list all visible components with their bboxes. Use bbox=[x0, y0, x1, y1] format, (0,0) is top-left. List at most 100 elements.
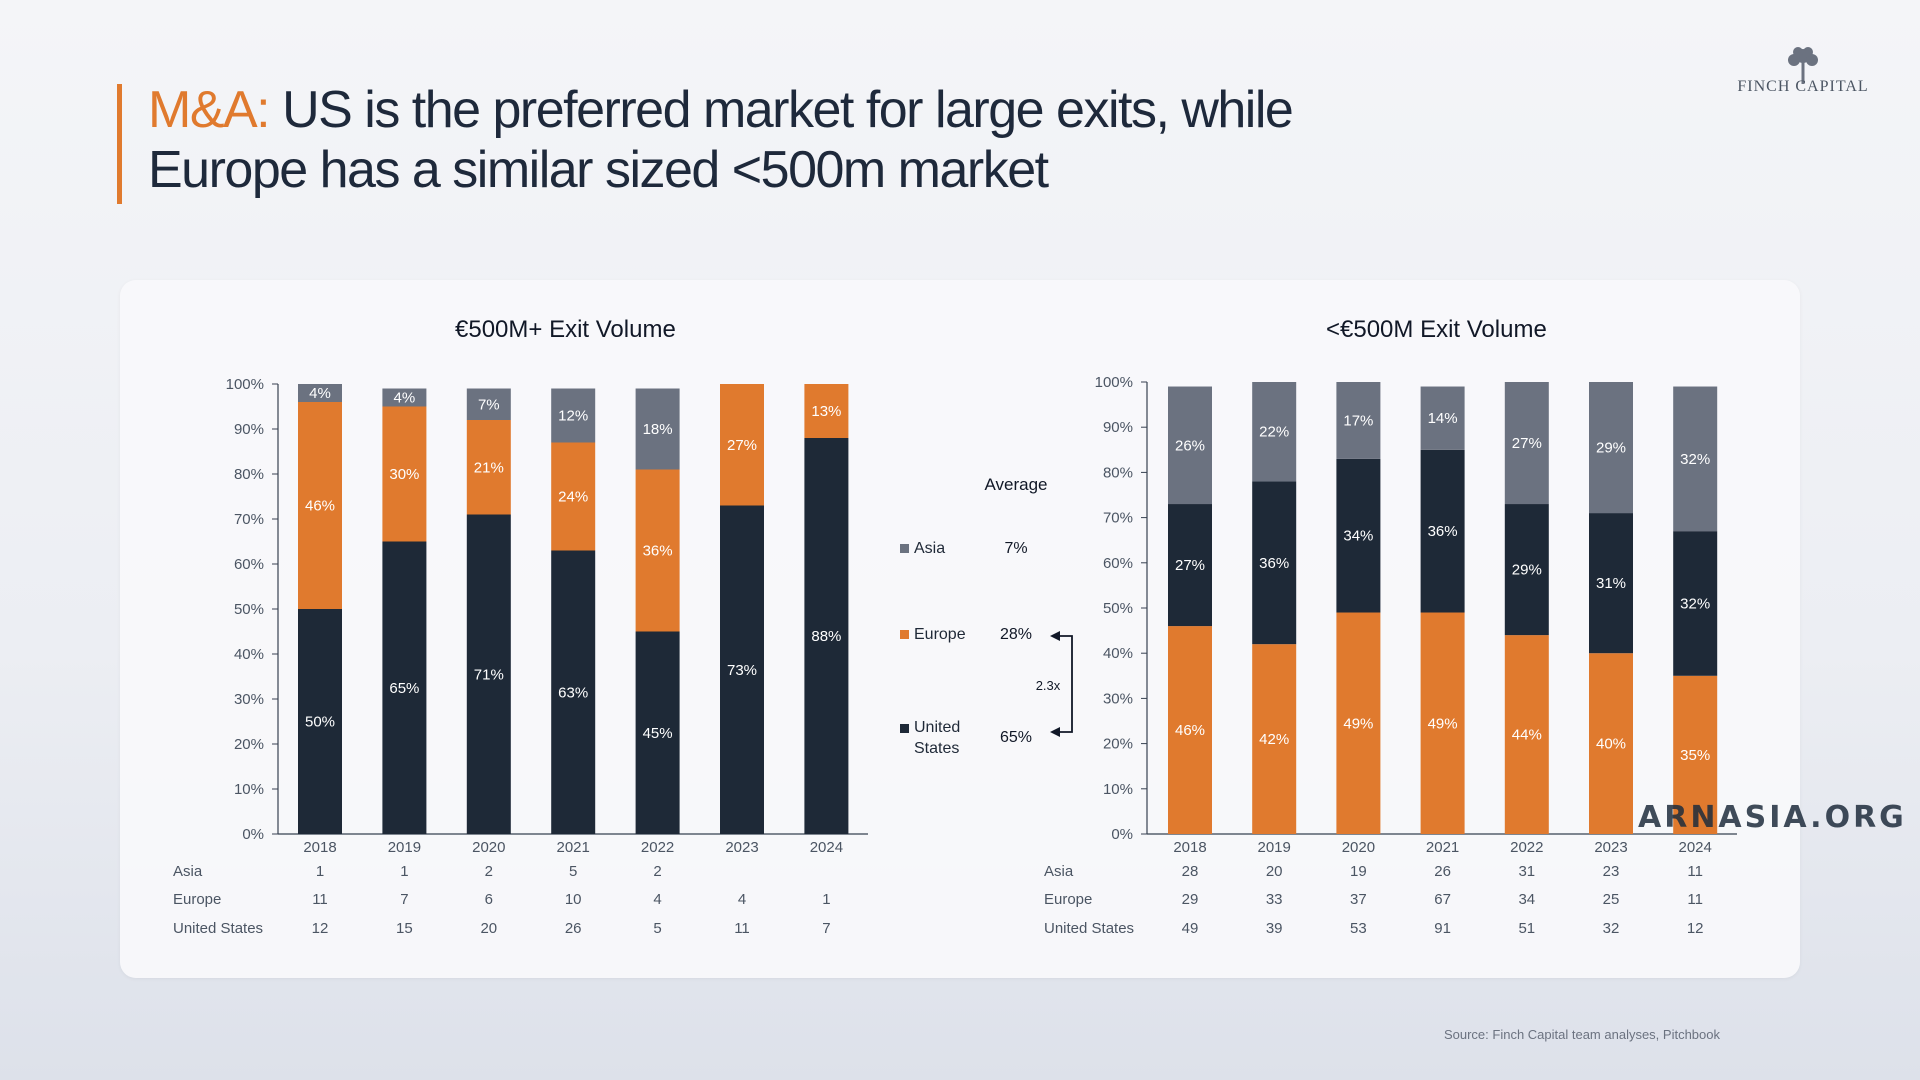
table-cell: 6 bbox=[485, 891, 493, 908]
bar-segment bbox=[635, 631, 680, 834]
table-cell: 37 bbox=[1350, 891, 1367, 908]
bar-segment bbox=[1504, 382, 1549, 505]
bar-segment bbox=[1336, 612, 1381, 834]
y-tick-label: 10% bbox=[234, 781, 264, 798]
bar-segment bbox=[804, 384, 849, 438]
bar-data-label: 12% bbox=[558, 408, 588, 425]
ratio-label: 2.3x bbox=[1036, 678, 1061, 693]
table-cell: 5 bbox=[569, 863, 577, 880]
table-cell: 91 bbox=[1434, 920, 1451, 937]
bar-segment bbox=[1336, 382, 1381, 459]
y-tick-label: 60% bbox=[234, 556, 264, 573]
bar-data-label: 4% bbox=[394, 390, 416, 407]
bar-segment bbox=[298, 609, 342, 834]
table-cell: 20 bbox=[1266, 863, 1283, 880]
table-cell: 4 bbox=[653, 891, 661, 908]
table-cell: 1 bbox=[400, 863, 408, 880]
y-tick-label: 10% bbox=[1103, 781, 1133, 798]
bar-data-label: 7% bbox=[478, 396, 500, 413]
bar-segment bbox=[466, 420, 511, 515]
bar-segment bbox=[1336, 458, 1381, 613]
bar-segment bbox=[804, 438, 849, 834]
bar-segment bbox=[551, 442, 596, 551]
bar-segment bbox=[1673, 386, 1718, 532]
table-cell: 7 bbox=[822, 920, 830, 937]
bar-data-label: 29% bbox=[1596, 440, 1626, 457]
bar-data-label: 18% bbox=[643, 421, 673, 438]
table-cell: 1 bbox=[316, 863, 324, 880]
x-tick-label: 2024 bbox=[1679, 839, 1712, 856]
bar-data-label: 29% bbox=[1512, 562, 1542, 579]
bar-segment bbox=[635, 469, 680, 632]
table-cell: 25 bbox=[1603, 891, 1620, 908]
bar-data-label: 36% bbox=[1259, 555, 1289, 572]
table-cell: 11 bbox=[1687, 891, 1703, 908]
table-cell: 12 bbox=[1687, 920, 1704, 937]
table-cell: 67 bbox=[1434, 891, 1451, 908]
bar-data-label: 46% bbox=[1175, 722, 1205, 739]
table-cell: 20 bbox=[480, 920, 497, 937]
table-row-label: Asia bbox=[1044, 863, 1074, 880]
bar-segment bbox=[720, 384, 764, 506]
bar-segment bbox=[382, 406, 427, 542]
bar-data-label: 31% bbox=[1596, 575, 1626, 592]
table-cell: 53 bbox=[1350, 920, 1367, 937]
bar-segment bbox=[551, 550, 596, 834]
title-line-1: US is the preferred market for large exi… bbox=[269, 81, 1294, 139]
y-tick-label: 40% bbox=[1103, 645, 1133, 662]
bar-data-label: 63% bbox=[558, 684, 588, 701]
chart-title-small-exits: <€500M Exit Volume bbox=[1326, 316, 1547, 343]
bar-segment bbox=[1673, 531, 1718, 676]
bar-segment bbox=[382, 541, 427, 834]
x-tick-label: 2020 bbox=[1342, 839, 1375, 856]
y-tick-label: 70% bbox=[234, 511, 264, 528]
tree-icon bbox=[1788, 47, 1818, 84]
bar-segment bbox=[1168, 386, 1212, 505]
x-tick-label: 2020 bbox=[472, 839, 505, 856]
y-tick-label: 0% bbox=[242, 826, 264, 843]
bar-data-label: 27% bbox=[1512, 435, 1542, 452]
y-tick-label: 50% bbox=[1103, 600, 1133, 617]
bar-segment bbox=[1420, 449, 1465, 613]
bar-data-label: 17% bbox=[1343, 412, 1373, 429]
table-cell: 11 bbox=[734, 920, 750, 937]
bar-data-label: 49% bbox=[1428, 715, 1458, 732]
y-tick-label: 100% bbox=[226, 376, 264, 393]
x-tick-label: 2019 bbox=[1258, 839, 1291, 856]
legend-label: Asia bbox=[914, 540, 945, 557]
x-tick-label: 2023 bbox=[1594, 839, 1627, 856]
bar-data-label: 27% bbox=[1175, 557, 1205, 574]
table-cell: 2 bbox=[653, 863, 661, 880]
bar-data-label: 42% bbox=[1259, 731, 1289, 748]
bar-data-label: 36% bbox=[643, 543, 673, 560]
x-tick-label: 2021 bbox=[1426, 839, 1459, 856]
bar-data-label: 71% bbox=[474, 666, 504, 683]
legend-average-value: 28% bbox=[1000, 626, 1032, 643]
legend-swatch bbox=[900, 724, 909, 733]
table-row-label: Europe bbox=[1044, 891, 1092, 908]
bar-segment bbox=[1504, 635, 1549, 834]
table-cell: 7 bbox=[400, 891, 408, 908]
bar-segment bbox=[1589, 653, 1633, 834]
bar-data-label: 21% bbox=[474, 459, 504, 476]
bar-segment bbox=[1673, 675, 1718, 834]
table-cell: 31 bbox=[1518, 863, 1535, 880]
ratio-arrowhead bbox=[1050, 727, 1060, 737]
title-highlight: M&A: bbox=[148, 81, 271, 139]
y-tick-label: 60% bbox=[1103, 555, 1133, 572]
bar-data-label: 13% bbox=[811, 403, 841, 420]
table-cell: 26 bbox=[1434, 863, 1451, 880]
bar-segment bbox=[1252, 481, 1297, 645]
bar-data-label: 4% bbox=[309, 385, 331, 402]
x-tick-label: 2023 bbox=[725, 839, 758, 856]
x-tick-label: 2022 bbox=[641, 839, 674, 856]
logo-text: FINCH CAPITAL bbox=[1737, 78, 1869, 95]
table-row-label: United States bbox=[173, 920, 263, 937]
table-cell: 2 bbox=[485, 863, 493, 880]
source-note: Source: Finch Capital team analyses, Pit… bbox=[1443, 1027, 1720, 1042]
table-cell: 29 bbox=[1182, 891, 1199, 908]
bar-data-label: 46% bbox=[305, 498, 335, 515]
bar-data-label: 36% bbox=[1428, 523, 1458, 540]
bar-data-label: 35% bbox=[1680, 747, 1710, 764]
chart-title-large-exits: €500M+ Exit Volume bbox=[455, 316, 676, 343]
